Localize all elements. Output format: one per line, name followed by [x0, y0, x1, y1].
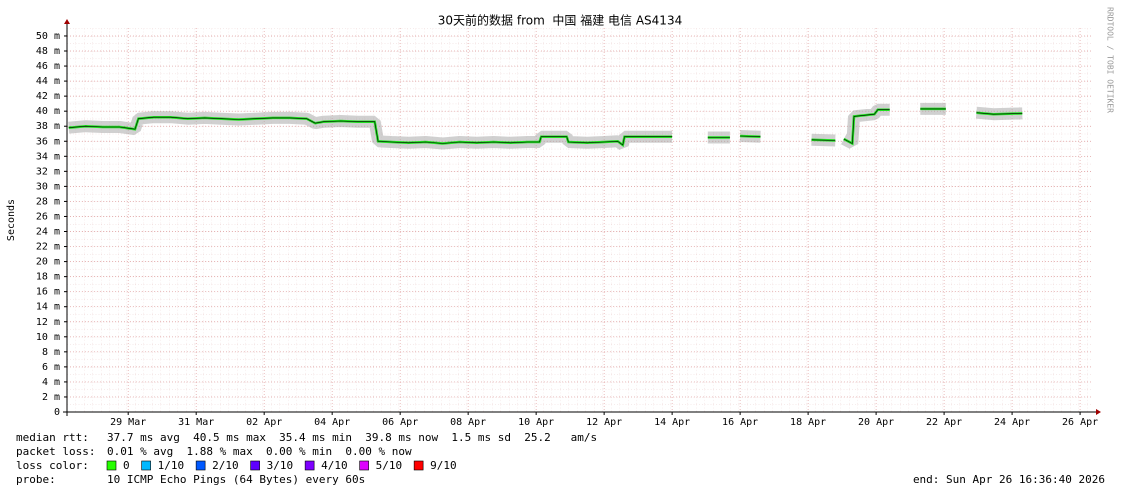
x-tick-label: 08 Apr — [450, 417, 486, 428]
legend-swatch — [106, 460, 117, 471]
footer-value: 0.01 % avg 1.88 % max 0.00 % min 0.00 % … — [107, 445, 412, 458]
footer-end: end: Sun Apr 26 16:36:40 2026 — [913, 473, 1105, 486]
x-axis-arrow — [1096, 409, 1101, 415]
y-tick-label: 24 m — [36, 227, 60, 238]
y-tick-label: 44 m — [36, 76, 60, 87]
x-tick-label: 02 Apr — [246, 417, 282, 428]
y-tick-label: 28 m — [36, 196, 60, 207]
y-tick-label: 2 m — [42, 392, 60, 403]
x-tick-label: 29 Mar — [110, 417, 146, 428]
y-tick-label: 36 m — [36, 136, 60, 147]
legend-label: 4/10 — [321, 459, 348, 472]
footer-value: 37.7 ms avg 40.5 ms max 35.4 ms min 39.8… — [107, 431, 597, 444]
x-tick-label: 26 Apr — [1062, 417, 1098, 428]
y-tick-label: 40 m — [36, 106, 60, 117]
legend-label: 1/10 — [158, 459, 185, 472]
x-tick-label: 31 Mar — [178, 417, 214, 428]
y-tick-label: 30 m — [36, 181, 60, 192]
y-tick-label: 48 m — [36, 46, 60, 57]
x-tick-label: 16 Apr — [722, 417, 758, 428]
x-tick-label: 04 Apr — [314, 417, 350, 428]
y-tick-label: 12 m — [36, 317, 60, 328]
legend-label: 5/10 — [376, 459, 403, 472]
y-tick-label: 20 m — [36, 257, 60, 268]
y-tick-label: 46 m — [36, 61, 60, 72]
y-tick-label: 16 m — [36, 287, 60, 298]
x-tick-label: 06 Apr — [382, 417, 418, 428]
legend-swatch — [195, 460, 206, 471]
y-tick-label: 4 m — [42, 377, 60, 388]
legend-label: 0 — [123, 459, 130, 472]
y-tick-label: 34 m — [36, 151, 60, 162]
y-tick-label: 0 — [54, 407, 60, 418]
y-axis-label: Seconds — [6, 199, 17, 241]
legend-label: 2/10 — [212, 459, 239, 472]
x-tick-label: 20 Apr — [858, 417, 894, 428]
legend-swatch — [141, 460, 151, 471]
y-tick-label: 26 m — [36, 211, 60, 222]
legend-label: 3/10 — [267, 459, 294, 472]
chart-title: 30天前的数据 from 中国 福建 电信 AS4134 — [438, 13, 682, 28]
x-tick-label: 24 Apr — [994, 417, 1030, 428]
legend-swatch — [250, 460, 260, 471]
median-core — [68, 108, 1023, 146]
x-tick-label: 12 Apr — [586, 417, 622, 428]
footer: median rtt: 37.7 ms avg 40.5 ms max 35.4 … — [16, 431, 1105, 486]
footer-label: probe: — [16, 473, 56, 486]
legend-label: 9/10 — [430, 459, 457, 472]
y-tick-label: 42 m — [36, 91, 60, 102]
y-tick-label: 22 m — [36, 242, 60, 253]
minor-grid — [67, 28, 1093, 412]
x-tick-label: 22 Apr — [926, 417, 962, 428]
legend-swatch — [413, 460, 424, 471]
y-tick-label: 18 m — [36, 272, 60, 283]
x-tick-label: 18 Apr — [790, 417, 826, 428]
y-tick-label: 38 m — [36, 121, 60, 132]
footer-label: packet loss: — [16, 445, 95, 458]
x-tick-label: 10 Apr — [518, 417, 554, 428]
side-note: RRDTOOL / TOBI OETIKER — [1106, 7, 1115, 113]
y-tick-label: 10 m — [36, 332, 60, 343]
legend-swatch — [359, 460, 369, 471]
x-tick-label: 14 Apr — [654, 417, 690, 428]
footer-value: 10 ICMP Echo Pings (64 Bytes) every 60s — [107, 473, 365, 486]
y-axis-arrow — [64, 19, 70, 24]
y-tick-label: 8 m — [42, 347, 60, 358]
plot: 0 2 m 4 m 6 m 8 m 10 m 12 m 14 m 16 m 18 m 20 m 22 … — [36, 19, 1101, 428]
legend-swatch — [304, 460, 315, 471]
y-tick-label: 6 m — [42, 362, 60, 373]
y-tick-label: 32 m — [36, 166, 60, 177]
y-tick-label: 14 m — [36, 302, 60, 313]
y-tick-label: 50 m — [36, 31, 60, 42]
footer-label: median rtt: — [16, 431, 89, 444]
footer-label: loss color: — [16, 459, 89, 472]
